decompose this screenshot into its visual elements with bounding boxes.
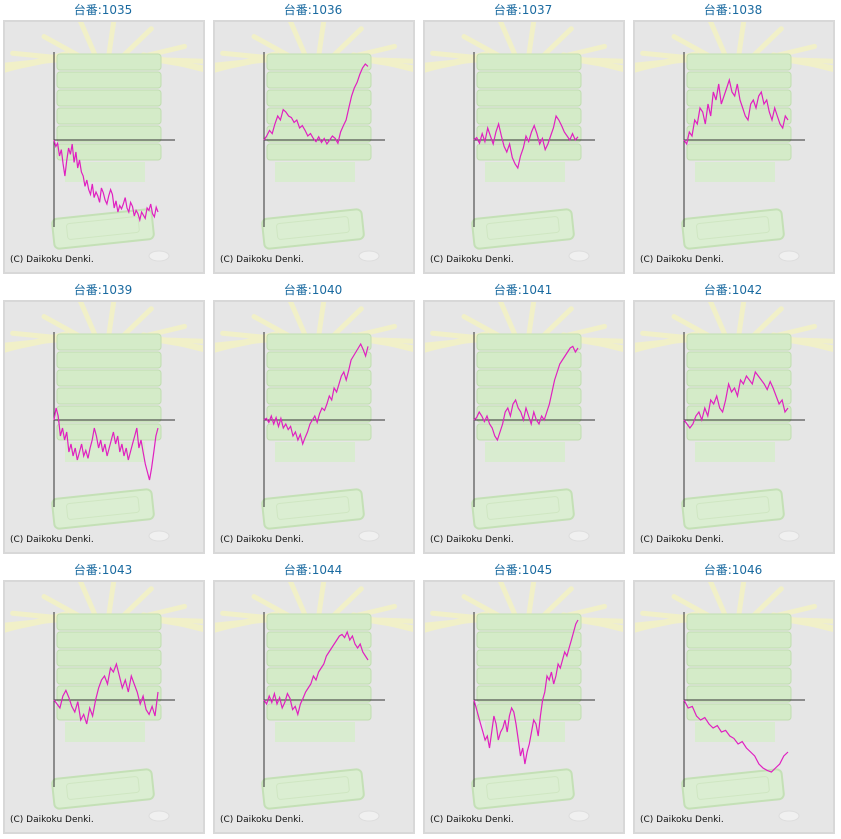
slot-graph [5, 22, 203, 262]
copyright-text: (C) Daikoku Denki. [10, 535, 94, 545]
machine-panel[interactable]: 台番:1042 (C) Daikoku Denki. [633, 280, 835, 555]
slot-graph [215, 582, 413, 822]
copyright-text: (C) Daikoku Denki. [640, 255, 724, 265]
machine-panel[interactable]: 台番:1037 (C) Daikoku Denki. [423, 0, 625, 275]
graph-frame: (C) Daikoku Denki. [423, 300, 625, 554]
machine-number-title[interactable]: 台番:1043 [73, 563, 133, 577]
slot-machine-background-image [635, 22, 833, 262]
slot-graph [635, 22, 833, 262]
difference-line [53, 407, 159, 481]
machine-panel[interactable]: 台番:1036 (C) Daikoku Denki. [213, 0, 415, 275]
slot-graph [425, 302, 623, 542]
difference-line [683, 699, 789, 773]
graph-frame: (C) Daikoku Denki. [213, 300, 415, 554]
machine-panel[interactable]: 台番:1044 (C) Daikoku Denki. [213, 560, 415, 835]
graph-frame: (C) Daikoku Denki. [213, 20, 415, 274]
copyright-text: (C) Daikoku Denki. [640, 815, 724, 825]
slot-graph [425, 22, 623, 262]
graph-frame: (C) Daikoku Denki. [423, 20, 625, 274]
difference-line [263, 342, 369, 447]
difference-line [53, 661, 159, 725]
graph-frame: (C) Daikoku Denki. [3, 20, 205, 274]
slot-machine-background-image [425, 302, 623, 542]
slot-graph [215, 22, 413, 262]
slot-machine-background-image [215, 582, 413, 822]
slot-graph [635, 302, 833, 542]
slot-machine-background-image [425, 582, 623, 822]
graph-frame: (C) Daikoku Denki. [633, 20, 835, 274]
machine-panel[interactable]: 台番:1040 (C) Daikoku Denki. [213, 280, 415, 555]
graph-frame: (C) Daikoku Denki. [633, 300, 835, 554]
machine-number-title[interactable]: 台番:1037 [493, 3, 553, 17]
difference-line [683, 77, 789, 146]
difference-line [53, 139, 159, 223]
slot-machine-background-image [635, 302, 833, 542]
difference-line [473, 345, 579, 442]
slot-graph [635, 582, 833, 822]
copyright-text: (C) Daikoku Denki. [220, 255, 304, 265]
copyright-text: (C) Daikoku Denki. [430, 535, 514, 545]
machine-panel[interactable]: 台番:1039 (C) Daikoku Denki. [3, 280, 205, 555]
slot-graph [425, 582, 623, 822]
slot-machine-background-image [215, 302, 413, 542]
difference-line [473, 619, 579, 765]
machine-panel[interactable]: 台番:1043 (C) Daikoku Denki. [3, 560, 205, 835]
difference-line [473, 114, 579, 170]
machine-number-title[interactable]: 台番:1046 [703, 563, 763, 577]
machine-panel[interactable]: 台番:1046 (C) Daikoku Denki. [633, 560, 835, 835]
copyright-text: (C) Daikoku Denki. [10, 815, 94, 825]
copyright-text: (C) Daikoku Denki. [430, 815, 514, 825]
slot-machine-background-image [5, 302, 203, 542]
machine-number-title[interactable]: 台番:1044 [283, 563, 343, 577]
graph-frame: (C) Daikoku Denki. [633, 580, 835, 834]
graph-frame: (C) Daikoku Denki. [423, 580, 625, 834]
machine-number-title[interactable]: 台番:1035 [73, 3, 133, 17]
machine-panel[interactable]: 台番:1035 (C) Daikoku Denki. [3, 0, 205, 275]
machine-number-title[interactable]: 台番:1036 [283, 3, 343, 17]
copyright-text: (C) Daikoku Denki. [220, 535, 304, 545]
copyright-text: (C) Daikoku Denki. [220, 815, 304, 825]
slot-machine-background-image [215, 22, 413, 262]
machine-number-title[interactable]: 台番:1041 [493, 283, 553, 297]
copyright-text: (C) Daikoku Denki. [430, 255, 514, 265]
machine-number-title[interactable]: 台番:1042 [703, 283, 763, 297]
difference-line [263, 630, 369, 717]
machine-number-title[interactable]: 台番:1039 [73, 283, 133, 297]
machine-number-title[interactable]: 台番:1038 [703, 3, 763, 17]
graph-frame: (C) Daikoku Denki. [213, 580, 415, 834]
slot-graph [215, 302, 413, 542]
machine-number-title[interactable]: 台番:1045 [493, 563, 553, 577]
copyright-text: (C) Daikoku Denki. [640, 535, 724, 545]
slot-machine-background-image [425, 22, 623, 262]
difference-line [263, 63, 369, 146]
difference-line [683, 370, 789, 430]
slot-machine-background-image [5, 582, 203, 822]
copyright-text: (C) Daikoku Denki. [10, 255, 94, 265]
machine-panel[interactable]: 台番:1045 (C) Daikoku Denki. [423, 560, 625, 835]
slot-graph [5, 302, 203, 542]
machine-number-title[interactable]: 台番:1040 [283, 283, 343, 297]
slot-machine-background-image [635, 582, 833, 822]
slot-machine-background-image [5, 22, 203, 262]
graph-frame: (C) Daikoku Denki. [3, 580, 205, 834]
machine-panel[interactable]: 台番:1041 (C) Daikoku Denki. [423, 280, 625, 555]
graph-frame: (C) Daikoku Denki. [3, 300, 205, 554]
slot-graph [5, 582, 203, 822]
machine-panel[interactable]: 台番:1038 (C) Daikoku Denki. [633, 0, 835, 275]
